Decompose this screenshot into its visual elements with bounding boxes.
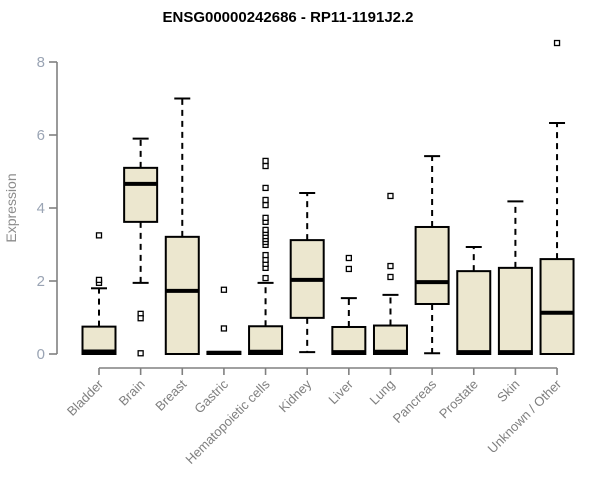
outlier-point xyxy=(137,315,144,322)
x-tick-label: Prostate xyxy=(436,377,481,422)
y-tick-label: 0 xyxy=(37,346,45,363)
box-iqr xyxy=(331,325,367,355)
box-iqr xyxy=(123,166,159,223)
outlier-point xyxy=(262,214,269,222)
outlier-point xyxy=(137,350,144,357)
boxplot-pancreas xyxy=(414,155,450,355)
x-tick-label: Pancreas xyxy=(390,376,440,426)
y-axis-label: Expression xyxy=(3,173,19,242)
x-tick-label: Lung xyxy=(367,377,398,408)
box-iqr xyxy=(414,225,450,305)
outlier-point xyxy=(262,274,269,282)
outlier-point xyxy=(220,286,228,293)
boxplot-bladder xyxy=(81,232,117,355)
boxplot-breast xyxy=(164,97,200,356)
boxplot-skin xyxy=(497,200,533,355)
outlier-point xyxy=(345,265,352,273)
boxplot-liver xyxy=(331,254,367,355)
box-iqr xyxy=(164,235,200,356)
x-tick-label: Gastric xyxy=(191,376,231,416)
outlier-point xyxy=(262,196,269,204)
outlier-point xyxy=(95,276,103,284)
box-iqr xyxy=(81,325,117,355)
x-tick-label: Bladder xyxy=(64,376,107,419)
x-tick-label: Kidney xyxy=(276,376,315,415)
boxplot-gastric xyxy=(206,286,242,355)
x-tick-label: Skin xyxy=(494,377,522,405)
outlier-point xyxy=(262,184,269,192)
outlier-point xyxy=(387,262,394,270)
outlier-point xyxy=(262,157,269,165)
outlier-point xyxy=(95,232,103,239)
y-tick-label: 2 xyxy=(37,273,45,290)
outlier-point xyxy=(262,251,269,259)
boxplot-lung xyxy=(372,192,408,355)
outlier-point xyxy=(553,39,561,47)
outlier-point xyxy=(262,226,269,234)
x-tick-label: Breast xyxy=(152,376,189,413)
x-tick-label: Brain xyxy=(116,377,148,409)
y-tick-label: 6 xyxy=(37,127,45,144)
boxplot-kidney xyxy=(289,192,325,354)
outlier-point xyxy=(345,254,352,262)
outlier-point xyxy=(262,162,269,170)
outlier-point xyxy=(387,273,394,281)
boxplot-prostate xyxy=(456,246,492,355)
box-iqr xyxy=(248,325,284,356)
x-tick-label: Liver xyxy=(325,376,356,407)
outlier-point xyxy=(262,201,269,209)
outlier-point xyxy=(387,192,394,200)
y-tick-label: 8 xyxy=(37,54,45,71)
y-tick-label: 4 xyxy=(37,200,45,217)
box-iqr xyxy=(456,270,492,355)
boxplot-unknown-other xyxy=(539,39,575,356)
box-iqr xyxy=(497,266,533,355)
box-iqr xyxy=(539,258,575,356)
boxplot-hematopoietic-cells xyxy=(248,157,284,356)
chart-title: ENSG00000242686 - RP11-1191J2.2 xyxy=(162,9,413,26)
box-iqr xyxy=(372,324,408,355)
boxplot-brain xyxy=(123,137,159,357)
box-series xyxy=(81,39,575,357)
outlier-point xyxy=(220,325,228,332)
x-tick-label: Unknown / Other xyxy=(485,376,565,456)
